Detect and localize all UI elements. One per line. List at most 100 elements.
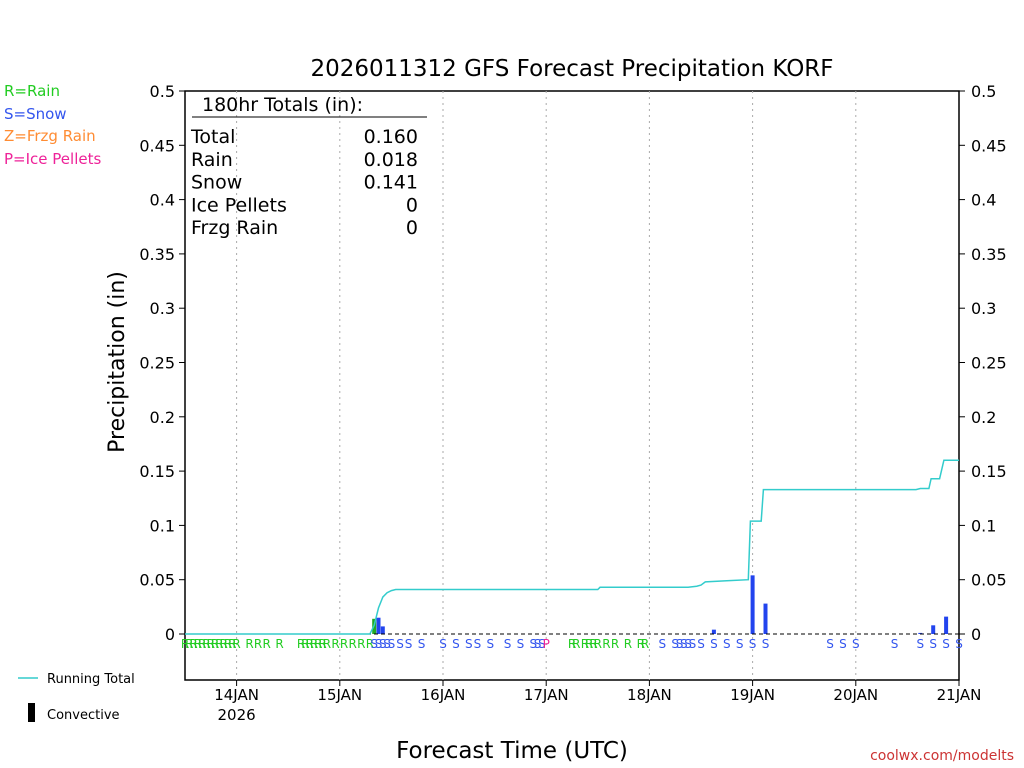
legend-snow: S=Snow	[4, 105, 67, 123]
totals-row-value: 0.141	[364, 172, 418, 194]
precip-type-marker: S	[439, 637, 447, 651]
precip-type-marker: R	[202, 637, 210, 651]
precip-type-marker: R	[215, 637, 223, 651]
y-tick-label-right: 0.2	[971, 408, 996, 427]
precip-type-marker: R	[611, 637, 619, 651]
totals-row-value: 0	[406, 194, 418, 216]
snow-precip-bar	[763, 603, 768, 634]
precip-type-marker: S	[504, 637, 512, 651]
y-tick-label-right: 0.1	[971, 516, 996, 535]
precip-type-marker: R	[185, 637, 193, 651]
precip-type-marker: R	[585, 637, 593, 651]
legend-rain: R=Rain	[4, 82, 60, 100]
y-tick-label: 0.05	[139, 571, 175, 590]
precip-type-marker: R	[581, 637, 589, 651]
precip-type-marker: S	[852, 637, 860, 651]
precip-type-marker: S	[517, 637, 525, 651]
precip-type-marker: R	[181, 637, 189, 651]
precip-type-marker: R	[323, 637, 331, 651]
y-tick-label-right: 0.05	[971, 571, 1007, 590]
chart-title: 2026011312 GFS Forecast Precipitation KO…	[310, 56, 833, 82]
snow-precip-bar	[931, 625, 936, 634]
precip-type-marker: S	[405, 637, 413, 651]
y-tick-label: 0	[165, 625, 175, 644]
precip-type-marker: R	[366, 637, 374, 651]
y-tick-label-right: 0.25	[971, 354, 1007, 373]
precip-type-marker: S	[383, 637, 391, 651]
precip-type-marker: R	[263, 637, 271, 651]
x-tick-label: 19JAN	[730, 686, 775, 704]
precip-type-marker: R	[568, 637, 576, 651]
precip-type-marker: S	[658, 637, 666, 651]
precip-type-marker: S	[486, 637, 494, 651]
y-tick-label: 0.15	[139, 462, 175, 481]
precip-type-marker: S	[534, 637, 542, 651]
x-tick-label: 15JAN	[317, 686, 362, 704]
x-tick-year: 2026	[218, 706, 256, 724]
plot-frame	[184, 90, 960, 681]
credit-link[interactable]: coolwx.com/modelts	[870, 748, 1014, 764]
x-tick-label: 14JAN	[214, 686, 259, 704]
precip-type-marker: S	[839, 637, 847, 651]
x-tick-label: 16JAN	[421, 686, 466, 704]
x-tick-label: 17JAN	[524, 686, 569, 704]
x-tick-label: 21JAN	[937, 686, 982, 704]
precip-type-marker: R	[228, 637, 236, 651]
snow-precip-bar	[380, 626, 385, 634]
precip-type-marker: R	[220, 637, 228, 651]
precip-type-marker: S	[929, 637, 937, 651]
precip-type-marker: R	[306, 637, 314, 651]
precip-type-marker: R	[254, 637, 262, 651]
precip-type-marker: S	[676, 637, 684, 651]
totals-row-label: Total	[190, 126, 235, 148]
precip-type-marker: S	[452, 637, 460, 651]
precip-type-marker: R	[641, 637, 649, 651]
precip-type-marker: R	[572, 637, 580, 651]
y-tick-label: 0.25	[139, 354, 175, 373]
precip-type-marker: S	[736, 637, 744, 651]
precip-type-marker: R	[589, 637, 597, 651]
precip-type-marker: S	[418, 637, 426, 651]
precip-type-marker: R	[357, 637, 365, 651]
precip-type-marker: P	[543, 637, 550, 651]
y-tick-label-right: 0	[971, 625, 981, 644]
precip-type-marker: R	[207, 637, 215, 651]
precip-type-marker: R	[245, 637, 253, 651]
precip-type-marker: S	[723, 637, 731, 651]
precip-type-marker: R	[310, 637, 318, 651]
snow-precip-bar	[944, 616, 949, 634]
totals-row-label: Rain	[191, 149, 233, 171]
snow-precip-bar	[750, 575, 755, 634]
snow-precip-bar	[918, 632, 923, 634]
y-tick-label: 0.2	[150, 408, 175, 427]
y-axis-label: Precipitation (in)	[105, 271, 130, 453]
precip-type-marker: S	[710, 637, 718, 651]
precip-type-marker: R	[349, 637, 357, 651]
precip-type-marker: R	[194, 637, 202, 651]
precip-type-marker: S	[689, 637, 697, 651]
y-tick-label: 0.35	[139, 245, 175, 264]
precip-type-marker: R	[232, 637, 240, 651]
x-axis-label: Forecast Time (UTC)	[396, 738, 628, 764]
precip-type-marker: S	[942, 637, 950, 651]
precip-type-marker: S	[684, 637, 692, 651]
precip-type-marker: S	[396, 637, 404, 651]
precip-type-marker: S	[697, 637, 705, 651]
legend-ice-pellets: P=Ice Pellets	[4, 150, 101, 168]
precip-type-marker: R	[602, 637, 610, 651]
snow-precip-bar	[711, 629, 716, 634]
gridlines	[236, 91, 857, 680]
y-tick-label-right: 0.45	[971, 136, 1007, 155]
precip-type-marker: S	[680, 637, 688, 651]
totals-row-label: Ice Pellets	[191, 194, 287, 216]
precip-type-marker: S	[375, 637, 383, 651]
precip-type-marker: S	[891, 637, 899, 651]
y-tick-label-right: 0.5	[971, 82, 996, 101]
precip-type-marker: R	[314, 637, 322, 651]
precip-type-marker: R	[340, 637, 348, 651]
precip-type-marker: S	[379, 637, 387, 651]
legend-frzg-rain: Z=Frzg Rain	[4, 127, 96, 145]
series-legend: Running Total Convective	[18, 672, 135, 723]
